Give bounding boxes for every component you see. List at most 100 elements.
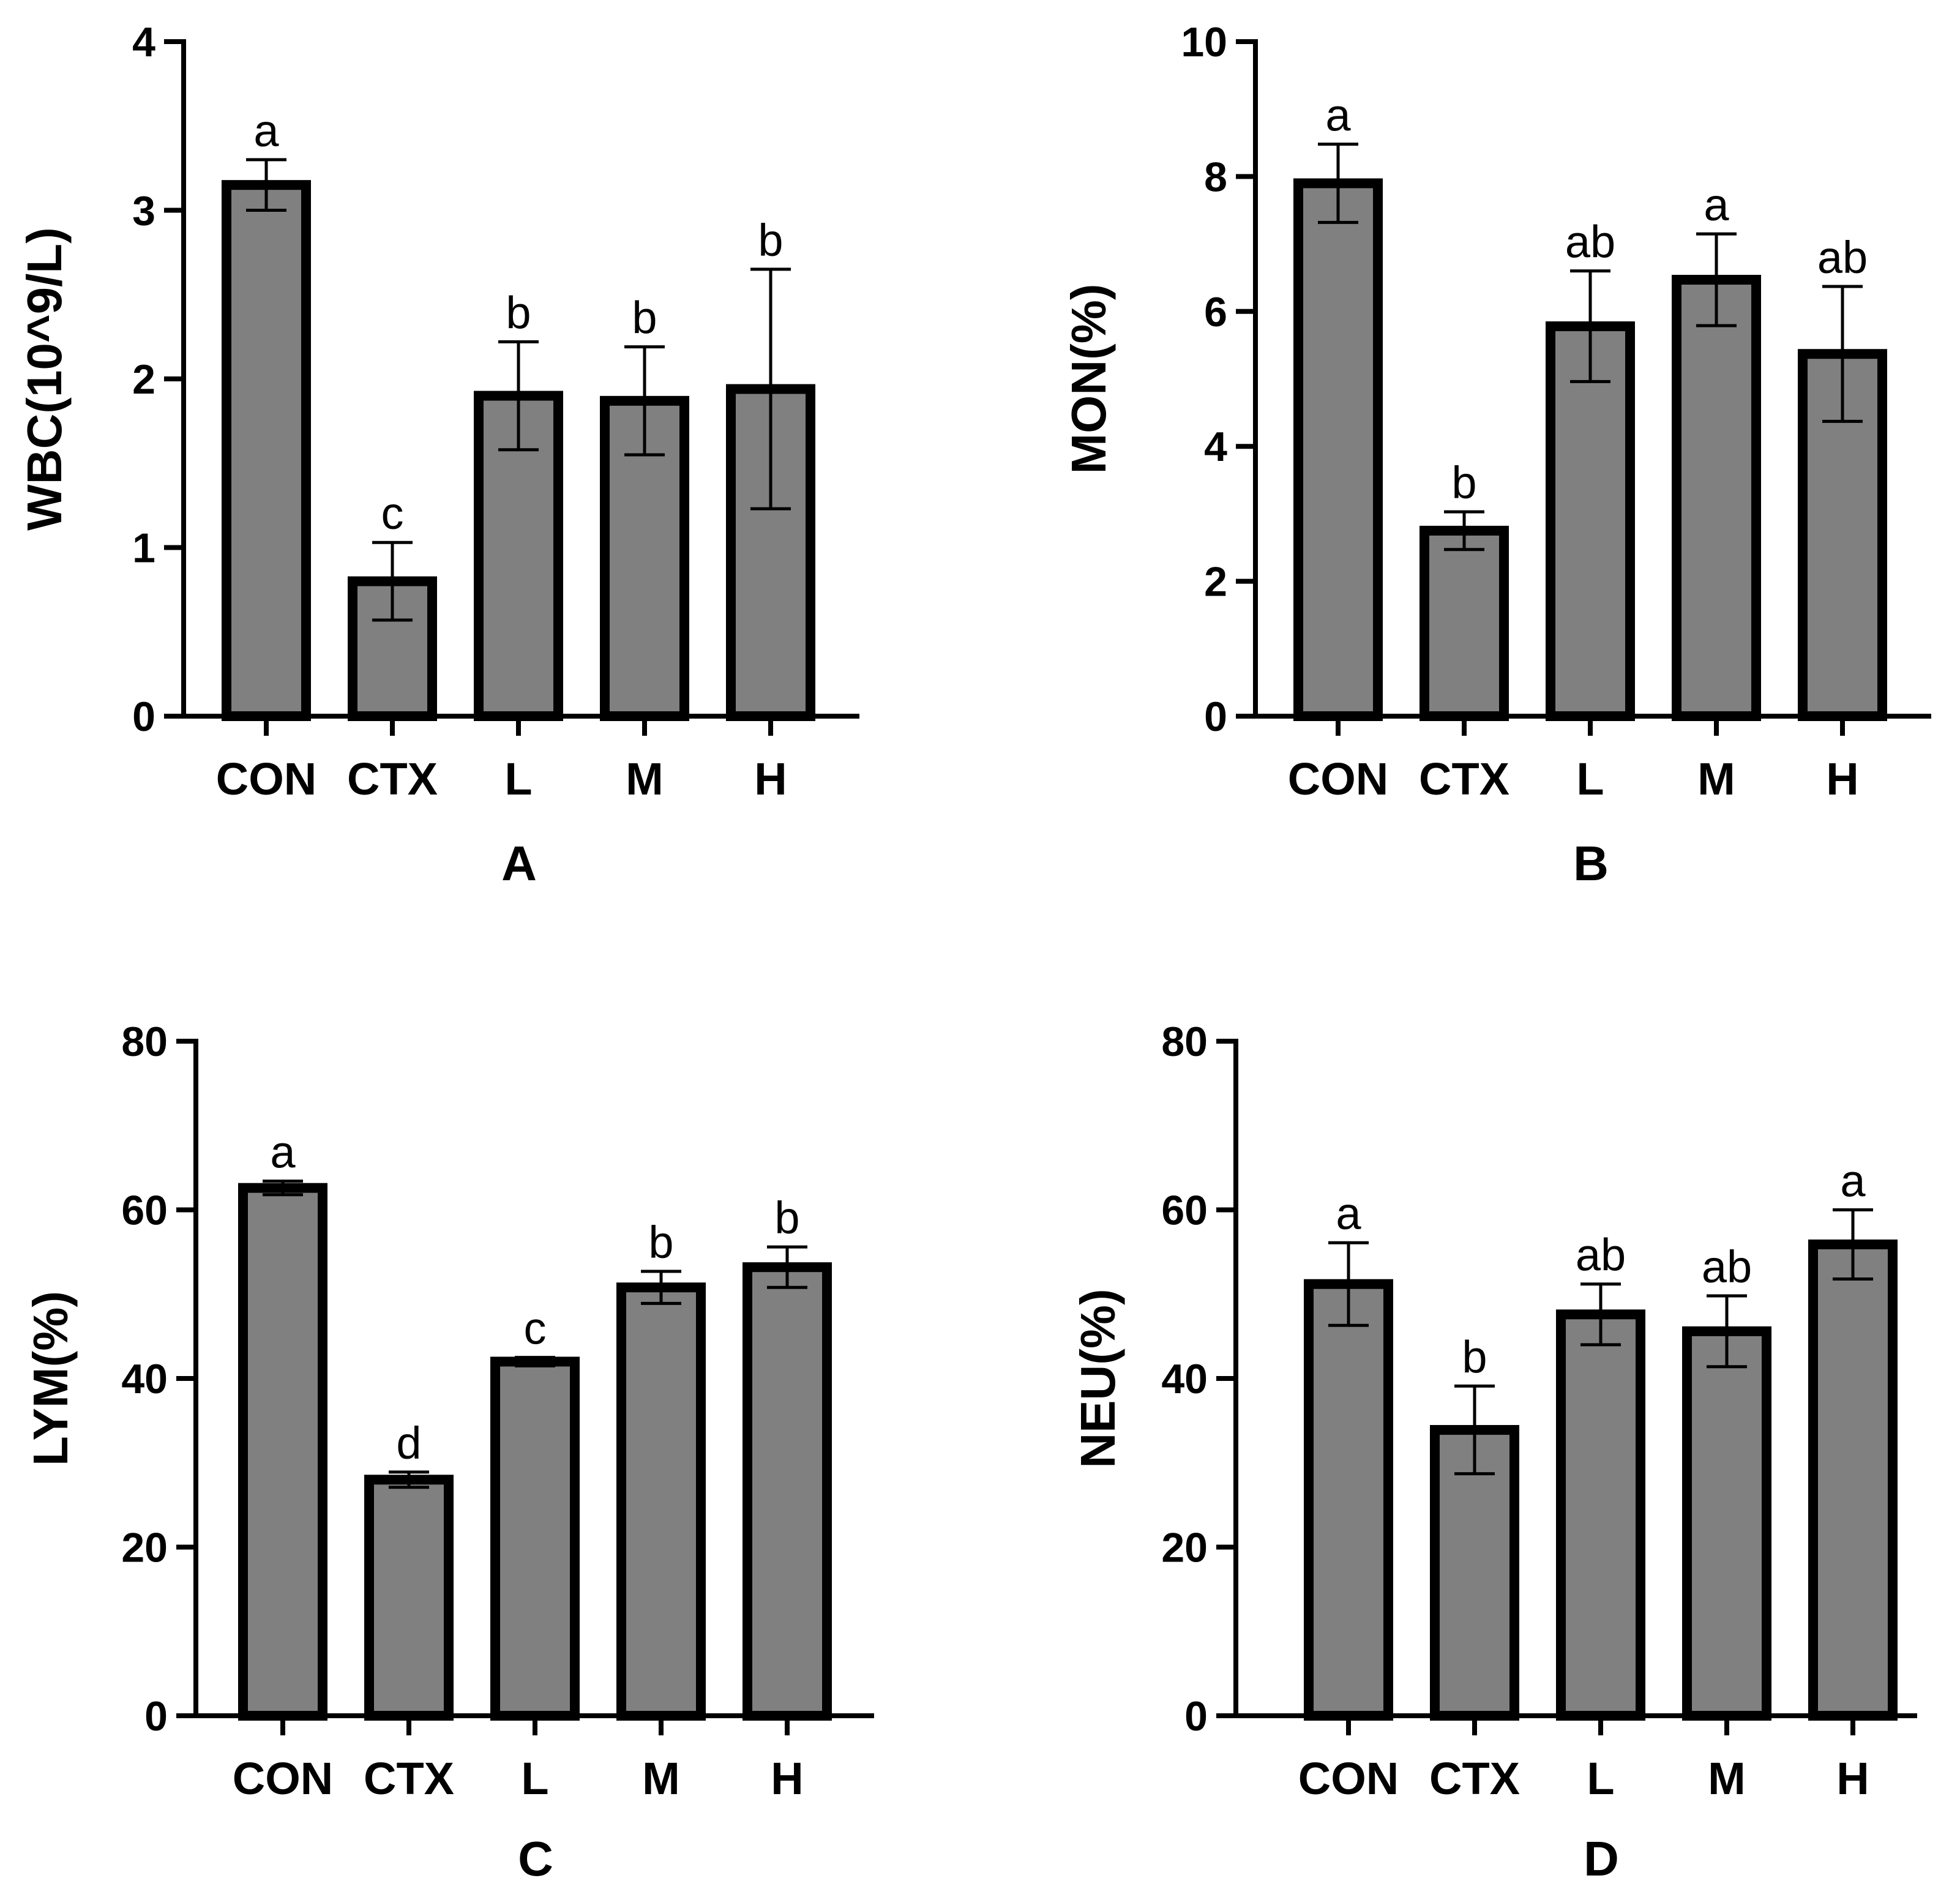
panel-a-sig-label-m: b: [632, 293, 657, 343]
panel-d-error-bar-h: [1833, 1208, 1873, 1281]
panel-b-y-tick-label: 4: [1204, 424, 1227, 470]
panel-d-sig-label-h: a: [1840, 1156, 1866, 1206]
panel-a-x-tick-label-l: L: [504, 754, 532, 804]
panel-a-y-tick-label: 3: [132, 188, 155, 234]
panel-d-y-tick-label: 80: [1161, 1019, 1208, 1065]
panel-a-y-tick-label: 4: [132, 19, 155, 65]
panel-a-y-tick-label: 0: [132, 694, 155, 740]
panel-c-sig-label-l: c: [524, 1303, 547, 1354]
panel-c-error-bar-ctx: [389, 1470, 429, 1489]
panel-b-x-tick-label-m: M: [1697, 754, 1735, 804]
panel-c-x-tick-label-l: L: [521, 1753, 548, 1804]
panel-d-error-bar-con: [1328, 1241, 1369, 1327]
panel-d-y-tick-label: 0: [1184, 1693, 1208, 1740]
panel-a-x-tick-label-h: H: [754, 754, 787, 804]
panel-b-bar-l: [1546, 321, 1635, 721]
panel-c-y-tick-label: 80: [121, 1019, 168, 1065]
panel-d-bar-l: [1556, 1309, 1645, 1721]
panel-d-chart: a CON b CTX ab Lab Ma H 0 20 40 60 80 NEU(%) D: [1071, 1019, 1917, 1886]
panel-c-y-axis-label: LYM(%): [23, 1291, 78, 1466]
panel-d-x-tick-label-l: L: [1587, 1753, 1614, 1804]
panel-b-sig-label-l: ab: [1565, 217, 1615, 267]
panel-a-x-tick-label-con: CON: [216, 754, 316, 804]
panel-c-error-bar-l: [515, 1356, 555, 1367]
panel-b-error-bar-l: [1570, 269, 1610, 383]
panel-b-y-tick-label: 2: [1204, 559, 1227, 605]
panel-d-bar-con: [1304, 1279, 1393, 1721]
panel-d-error-bar-l: [1580, 1282, 1621, 1347]
panel-c-x-tick-label-m: M: [642, 1753, 680, 1804]
panel-d-bar-m: [1682, 1326, 1771, 1721]
panel-d-x-tick-label-ctx: CTX: [1429, 1753, 1520, 1804]
panel-d-y-axis-label: NEU(%): [1071, 1288, 1125, 1468]
panel-b-x-tick-label-con: CON: [1288, 754, 1388, 804]
panel-d-label: D: [1584, 1831, 1619, 1886]
panel-a-sig-label-con: a: [253, 105, 279, 156]
panel-a-y-axis-label: WBC(10^9/L): [17, 227, 72, 531]
panel-d-y-tick-label: 60: [1161, 1188, 1208, 1234]
panel-b-x-tick-label-l: L: [1576, 754, 1604, 804]
panel-b-y-tick-label: 8: [1204, 154, 1227, 200]
panel-c-x-tick-label-con: CON: [233, 1753, 333, 1804]
panel-b-x-tick-label-h: H: [1826, 754, 1858, 804]
panel-c-error-bar-h: [767, 1245, 807, 1289]
panel-c-bar-con: [238, 1183, 327, 1721]
panel-a-sig-label-h: b: [758, 215, 783, 266]
panel-d-sig-label-con: a: [1336, 1188, 1361, 1239]
panel-a-bar-con: [222, 180, 311, 721]
panel-b-y-axis-label: MON(%): [1061, 283, 1116, 474]
panel-c-y-tick-label: 20: [121, 1525, 168, 1571]
panel-b-error-bar-ctx: [1444, 510, 1484, 552]
panel-c-y-tick-label: 40: [121, 1356, 168, 1402]
panel-b-error-bar-con: [1318, 143, 1358, 224]
panel-b-label: B: [1573, 836, 1609, 891]
panel-d-sig-label-m: ab: [1702, 1241, 1752, 1292]
panel-c-bar-m: [616, 1282, 706, 1721]
panel-b-sig-label-h: ab: [1817, 232, 1868, 283]
panel-d-y-tick-label: 40: [1161, 1356, 1208, 1402]
panel-b-y-tick-label: 10: [1181, 19, 1227, 65]
panel-a-error-bar-con: [246, 158, 286, 212]
panel-b-bar-con: [1293, 178, 1383, 722]
panel-d-x-tick-label-h: H: [1836, 1753, 1869, 1804]
panel-d-sig-label-l: ab: [1576, 1230, 1626, 1281]
panel-b-error-bar-h: [1822, 285, 1863, 423]
panel-c-bar-l: [490, 1356, 580, 1721]
panel-c-label: C: [518, 1831, 553, 1886]
panel-c-bar-h: [742, 1262, 832, 1721]
panel-c-y-tick-label: 0: [144, 1693, 168, 1740]
panel-c-sig-label-con: a: [270, 1127, 296, 1178]
panel-d-y-tick-label: 20: [1161, 1525, 1208, 1571]
panel-a-error-bar-l: [498, 340, 539, 452]
panel-c-error-bar-con: [263, 1180, 303, 1197]
panel-b-x-tick-label-ctx: CTX: [1419, 754, 1509, 804]
panel-b-chart: a CON b CTX ab La Mab H 0 2 4 6 8 10 MON(%) B: [1061, 19, 1931, 891]
panel-a-label: A: [501, 836, 537, 891]
panel-b-y-tick-label: 0: [1204, 694, 1227, 740]
panel-b-sig-label-con: a: [1325, 90, 1351, 141]
panel-b-error-bar-m: [1696, 232, 1737, 327]
panel-d-error-bar-m: [1707, 1294, 1747, 1369]
panel-b-bar-m: [1672, 275, 1761, 722]
panel-b-sig-label-ctx: b: [1451, 457, 1476, 508]
panel-c-sig-label-m: b: [648, 1217, 673, 1268]
panel-a-sig-label-ctx: c: [381, 488, 404, 539]
panel-c-sig-label-h: b: [774, 1192, 799, 1243]
panel-b-bar-ctx: [1420, 525, 1509, 721]
panel-c-sig-label-ctx: d: [396, 1418, 421, 1468]
panel-a-chart: a CON c CTX b Lb Mb H 0 1 2 3 4 WBC(10^9/L) A: [17, 19, 859, 891]
panel-a-sig-label-l: b: [506, 287, 531, 338]
panel-c-y-tick-label: 60: [121, 1188, 168, 1234]
panel-d-x-tick-label-m: M: [1708, 1753, 1746, 1804]
panel-c-x-tick-label-h: H: [771, 1753, 803, 1804]
panel-a-error-bar-h: [750, 267, 791, 511]
panel-c-bar-ctx: [364, 1475, 454, 1721]
panel-a-x-tick-label-m: M: [626, 754, 664, 804]
panel-a-error-bar-m: [624, 345, 665, 457]
panel-b-sig-label-m: a: [1704, 179, 1729, 230]
panel-a-y-tick-label: 1: [132, 525, 155, 572]
panel-c-x-tick-label-ctx: CTX: [364, 1753, 454, 1804]
panel-b-y-tick-label: 6: [1204, 289, 1227, 335]
panel-c-error-bar-m: [641, 1270, 681, 1305]
panel-d-sig-label-ctx: b: [1462, 1331, 1487, 1382]
